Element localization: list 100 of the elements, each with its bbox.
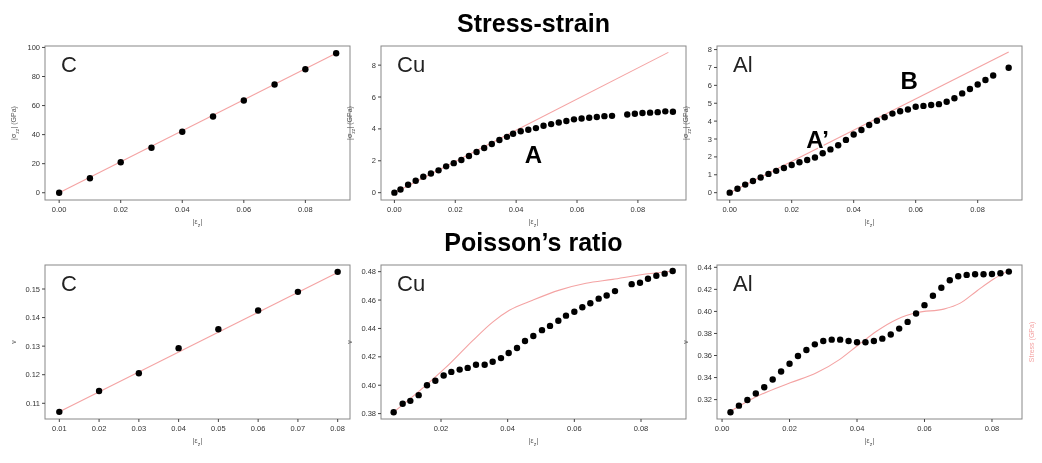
point (579, 304, 586, 311)
point (628, 280, 635, 288)
point (735, 402, 743, 409)
point (442, 163, 450, 170)
point (834, 142, 842, 149)
point (209, 113, 217, 120)
annotation: Al (733, 271, 753, 296)
point (662, 108, 669, 115)
point (517, 128, 524, 135)
point (407, 397, 414, 405)
point (497, 354, 505, 362)
point (858, 126, 865, 134)
point (465, 152, 473, 160)
point (639, 109, 646, 117)
point (870, 337, 878, 345)
point (836, 336, 844, 343)
point (765, 170, 772, 178)
point (873, 117, 881, 124)
point (538, 326, 546, 334)
point (399, 400, 406, 408)
point (332, 50, 340, 57)
point (448, 368, 455, 376)
point (480, 144, 488, 152)
point (302, 66, 309, 73)
point (435, 167, 442, 174)
point (473, 148, 480, 156)
point (415, 391, 422, 399)
point (458, 156, 465, 164)
annotation: C (61, 52, 77, 77)
point (921, 301, 928, 309)
point (631, 110, 639, 117)
point (404, 181, 412, 188)
point (982, 76, 989, 84)
point (920, 102, 927, 110)
point (974, 81, 981, 88)
point (803, 346, 810, 354)
point (881, 113, 888, 121)
point (513, 344, 521, 352)
point (811, 154, 819, 161)
point (175, 344, 182, 352)
point (761, 384, 768, 391)
point (611, 287, 619, 295)
point (811, 341, 819, 348)
point (989, 72, 997, 79)
point (397, 186, 404, 193)
point (530, 332, 537, 340)
point (481, 361, 488, 368)
point (927, 101, 935, 109)
point (420, 173, 427, 180)
annotation: A (524, 141, 543, 169)
point (726, 189, 733, 196)
point (489, 358, 496, 365)
point (744, 396, 751, 404)
point (773, 167, 780, 175)
point (587, 300, 594, 307)
point (734, 185, 741, 192)
point (294, 288, 302, 296)
point (966, 85, 974, 93)
point (820, 337, 827, 345)
point (757, 174, 764, 181)
point (117, 159, 124, 166)
point (669, 108, 677, 115)
point (845, 337, 852, 345)
point (525, 126, 532, 133)
point (727, 409, 734, 416)
chart-title: Stress-strain (457, 9, 610, 37)
point (889, 110, 896, 117)
annotation: B (900, 67, 918, 95)
point (179, 128, 186, 135)
point (904, 106, 912, 113)
point (432, 377, 439, 384)
point (55, 189, 63, 196)
point (578, 115, 585, 122)
point (521, 337, 529, 345)
point (56, 408, 63, 416)
point (661, 270, 668, 277)
point (555, 119, 562, 126)
point (912, 103, 919, 111)
point (929, 292, 937, 299)
point (804, 156, 811, 164)
point (390, 408, 397, 416)
point (752, 390, 759, 397)
point (935, 100, 943, 108)
point (464, 364, 471, 372)
point (586, 114, 593, 121)
point (955, 273, 962, 280)
annotation: Cu (397, 271, 426, 296)
point (850, 131, 857, 138)
point (963, 271, 970, 279)
point (624, 111, 631, 118)
point (488, 140, 495, 148)
point (427, 170, 435, 177)
point (456, 366, 463, 373)
point (412, 177, 419, 184)
point (887, 331, 894, 338)
point (555, 317, 562, 324)
point (562, 312, 570, 319)
point (997, 270, 1004, 277)
point (496, 136, 503, 144)
point (148, 144, 155, 151)
